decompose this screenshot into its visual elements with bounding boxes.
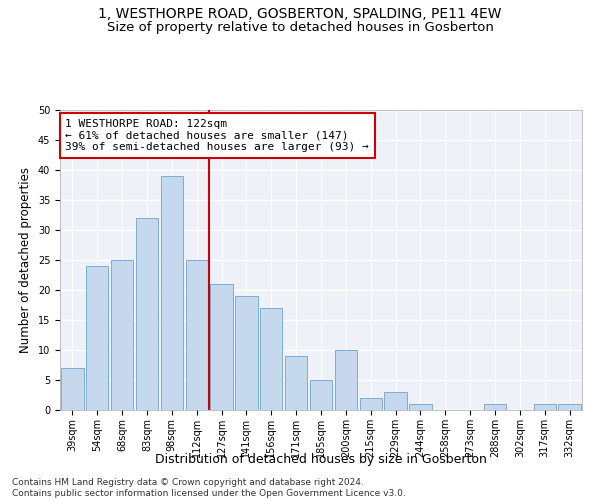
Text: Distribution of detached houses by size in Gosberton: Distribution of detached houses by size … xyxy=(155,452,487,466)
Bar xyxy=(335,350,357,410)
Bar xyxy=(235,296,257,410)
Bar xyxy=(409,404,431,410)
Text: 1, WESTHORPE ROAD, GOSBERTON, SPALDING, PE11 4EW: 1, WESTHORPE ROAD, GOSBERTON, SPALDING, … xyxy=(98,8,502,22)
Bar xyxy=(260,308,283,410)
Y-axis label: Number of detached properties: Number of detached properties xyxy=(19,167,32,353)
Bar xyxy=(484,404,506,410)
Bar xyxy=(385,392,407,410)
Bar xyxy=(359,398,382,410)
Bar xyxy=(161,176,183,410)
Bar xyxy=(285,356,307,410)
Bar xyxy=(185,260,208,410)
Bar xyxy=(559,404,581,410)
Bar xyxy=(533,404,556,410)
Bar xyxy=(61,368,83,410)
Bar xyxy=(136,218,158,410)
Bar xyxy=(310,380,332,410)
Bar xyxy=(86,266,109,410)
Bar xyxy=(211,284,233,410)
Text: 1 WESTHORPE ROAD: 122sqm
← 61% of detached houses are smaller (147)
39% of semi-: 1 WESTHORPE ROAD: 122sqm ← 61% of detach… xyxy=(65,119,369,152)
Bar xyxy=(111,260,133,410)
Text: Size of property relative to detached houses in Gosberton: Size of property relative to detached ho… xyxy=(107,21,493,34)
Text: Contains HM Land Registry data © Crown copyright and database right 2024.
Contai: Contains HM Land Registry data © Crown c… xyxy=(12,478,406,498)
